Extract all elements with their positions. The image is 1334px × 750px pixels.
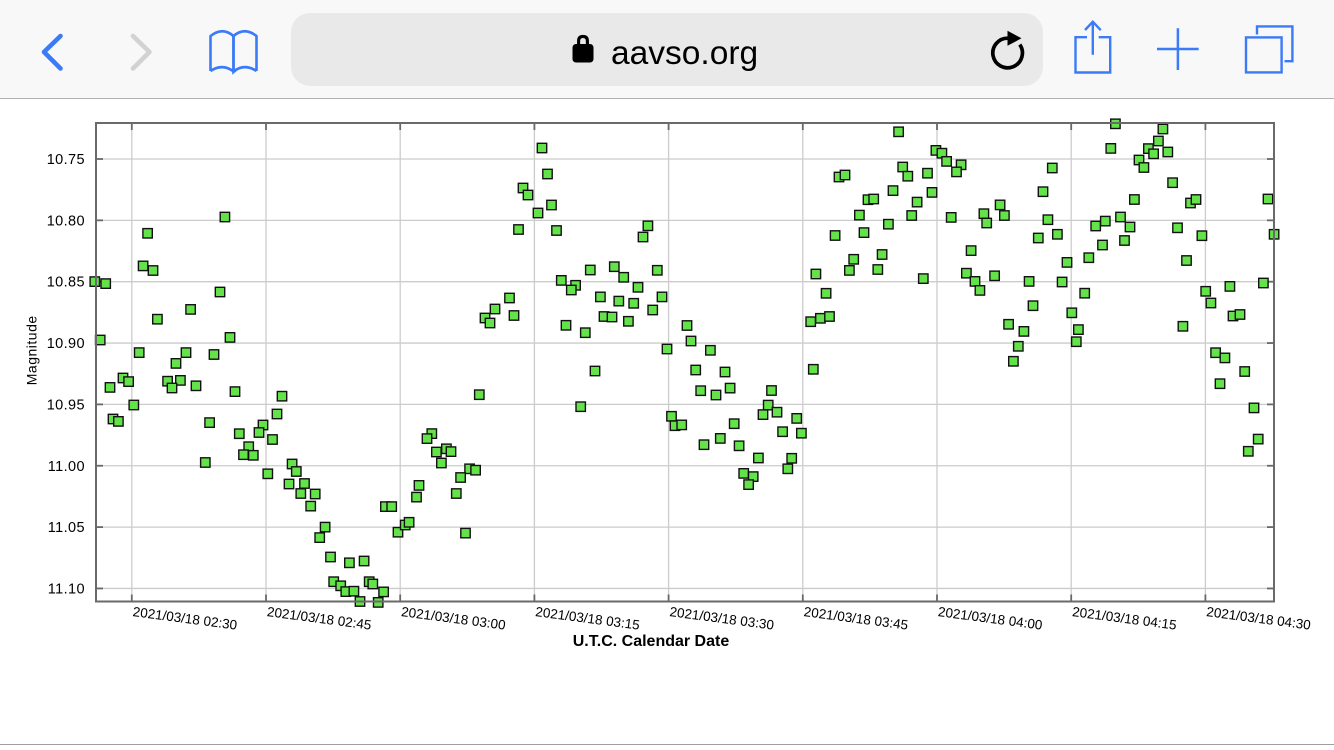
- svg-text:10.85: 10.85: [47, 275, 85, 291]
- svg-text:2021/03/18 03:00: 2021/03/18 03:00: [400, 604, 506, 633]
- svg-text:10.95: 10.95: [47, 397, 85, 413]
- svg-text:U.T.C. Calendar Date: U.T.C. Calendar Date: [573, 633, 730, 650]
- svg-text:10.90: 10.90: [47, 336, 85, 352]
- svg-text:2021/03/18 04:15: 2021/03/18 04:15: [1071, 604, 1177, 633]
- svg-text:Magnitude: Magnitude: [24, 315, 40, 385]
- svg-text:2021/03/18 04:30: 2021/03/18 04:30: [1206, 604, 1312, 633]
- svg-text:10.80: 10.80: [47, 213, 85, 229]
- svg-text:11.05: 11.05: [48, 520, 85, 536]
- svg-text:2021/03/18 02:45: 2021/03/18 02:45: [266, 604, 372, 633]
- svg-text:11.10: 11.10: [48, 582, 85, 598]
- svg-text:2021/03/18 02:30: 2021/03/18 02:30: [132, 604, 238, 633]
- svg-text:11.00: 11.00: [48, 459, 85, 475]
- svg-text:10.75: 10.75: [47, 152, 85, 168]
- svg-text:2021/03/18 03:15: 2021/03/18 03:15: [535, 604, 641, 633]
- svg-text:2021/03/18 03:30: 2021/03/18 03:30: [669, 604, 775, 633]
- svg-text:2021/03/18 03:45: 2021/03/18 03:45: [803, 604, 909, 633]
- svg-text:2021/03/18 04:00: 2021/03/18 04:00: [937, 604, 1043, 633]
